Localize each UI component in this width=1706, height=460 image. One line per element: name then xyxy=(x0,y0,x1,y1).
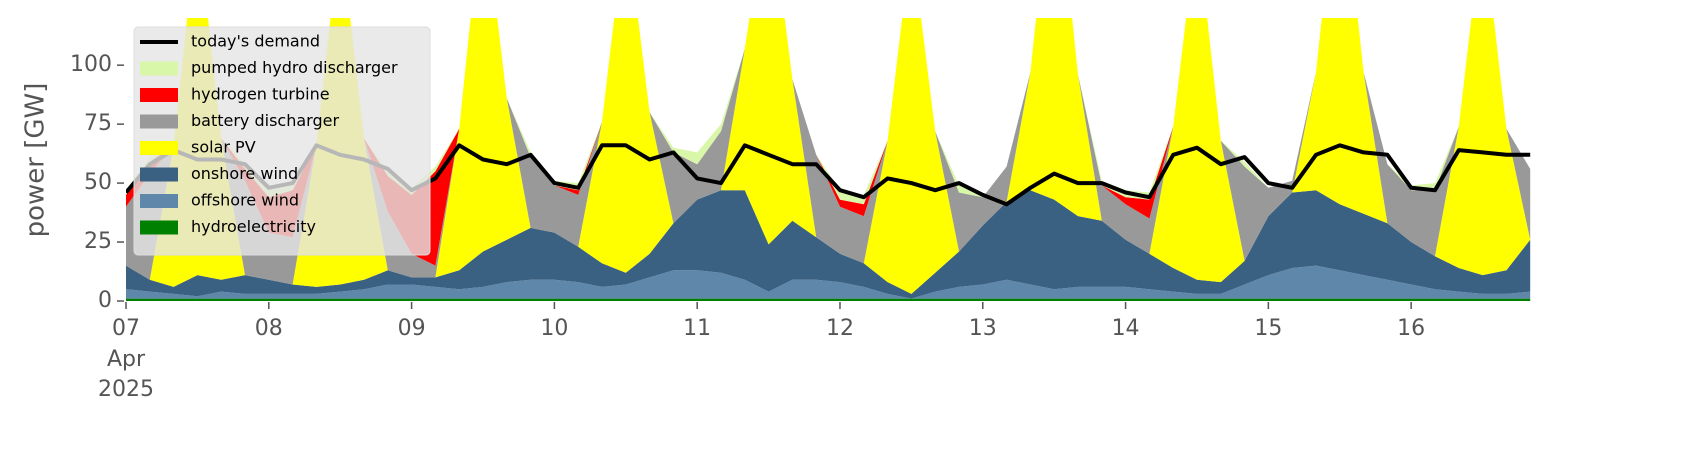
x-tick-label: 16 xyxy=(1397,316,1425,341)
x-tick-label: 12 xyxy=(826,316,854,341)
area-5 xyxy=(126,190,1531,299)
y-tick-label: 25 xyxy=(84,229,112,254)
x-tick-label: 09 xyxy=(398,316,426,341)
legend-swatch xyxy=(140,141,178,155)
area-4 xyxy=(126,18,1531,294)
legend-swatch xyxy=(140,220,178,235)
legend-label: hydrogen turbine xyxy=(191,85,330,104)
legend-swatch xyxy=(140,114,178,129)
x-tick-label: 10 xyxy=(540,316,568,341)
legend-swatch xyxy=(140,88,178,102)
legend-swatch xyxy=(140,194,178,208)
area-6 xyxy=(126,265,1531,299)
legend-label: pumped hydro discharger xyxy=(191,58,398,77)
x-tick-label: 15 xyxy=(1254,316,1282,341)
y-tick-label: 75 xyxy=(84,111,112,136)
x-tick-label: 14 xyxy=(1112,316,1140,341)
x-tick-label: 11 xyxy=(683,316,711,341)
area-3 xyxy=(126,18,1531,285)
legend-label: battery discharger xyxy=(191,111,339,130)
legend-box xyxy=(133,26,431,256)
x-tick-label: 08 xyxy=(255,316,283,341)
legend-label: onshore wind xyxy=(191,164,298,183)
y-tick-label: 50 xyxy=(84,170,112,195)
legend-swatch xyxy=(140,167,178,182)
x-tick-sublabel: Apr xyxy=(107,347,146,372)
y-tick-label: 100 xyxy=(70,52,112,77)
y-axis-label: power [GW] xyxy=(21,83,51,238)
y-tick-label: 0 xyxy=(98,288,112,313)
legend-label: offshore wind xyxy=(191,191,299,210)
legend-label: hydroelectricity xyxy=(191,217,316,236)
area-7 xyxy=(126,298,1531,301)
x-tick-label: 13 xyxy=(969,316,997,341)
legend-swatch xyxy=(140,61,178,76)
legend-label: today's demand xyxy=(191,32,320,51)
legend-label: solar PV xyxy=(191,138,256,157)
x-tick-sublabel: 2025 xyxy=(98,377,154,402)
x-tick-label: 07 xyxy=(112,316,140,341)
